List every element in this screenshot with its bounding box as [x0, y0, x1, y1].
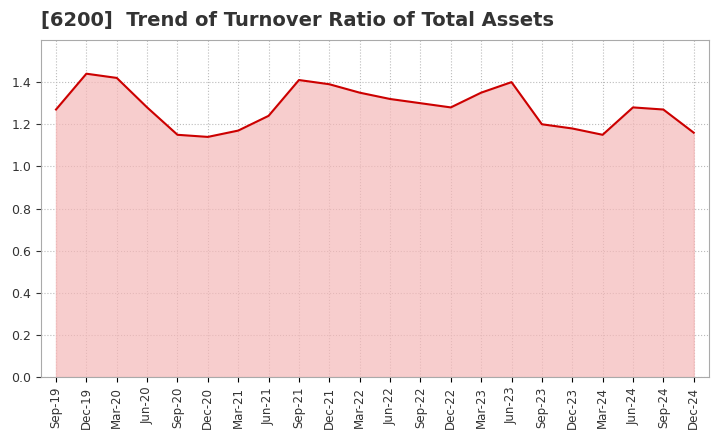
- Text: [6200]  Trend of Turnover Ratio of Total Assets: [6200] Trend of Turnover Ratio of Total …: [41, 11, 554, 30]
